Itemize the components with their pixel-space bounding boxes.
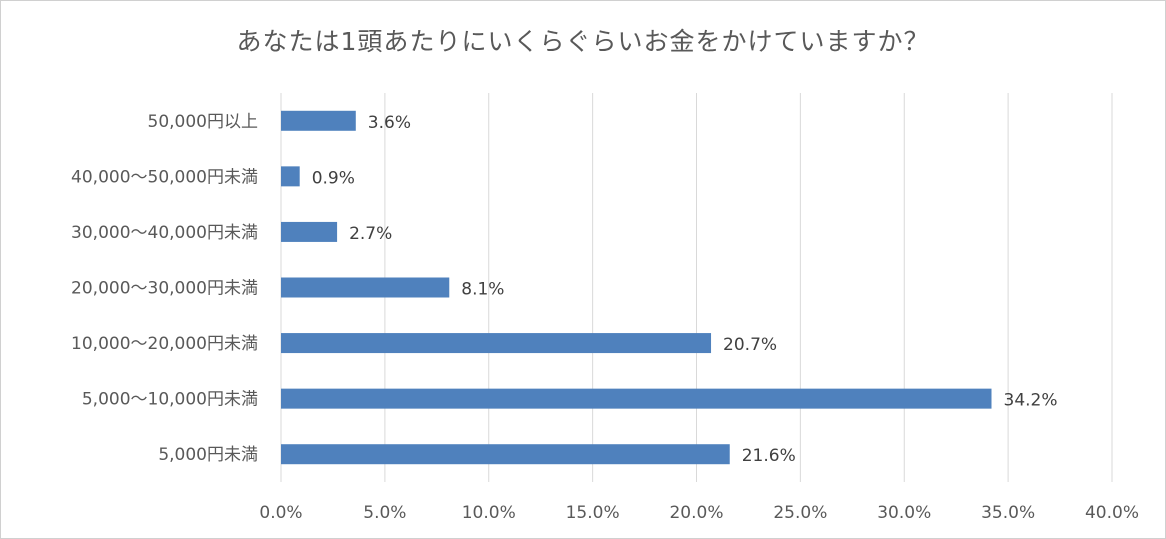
chart-title: あなたは1頭あたりにいくらぐらいお金をかけていますか？ xyxy=(236,27,930,56)
category-label: 30,000〜40,000円未満 xyxy=(71,223,258,243)
x-tick-label: 30.0% xyxy=(877,503,931,523)
category-label: 10,000〜20,000円未満 xyxy=(71,334,258,354)
bar xyxy=(281,277,450,298)
bar xyxy=(281,333,712,354)
data-label: 20.7% xyxy=(723,335,777,355)
x-tick-label: 5.0% xyxy=(363,503,406,523)
bar xyxy=(281,444,730,465)
category-label: 50,000円以上 xyxy=(148,112,258,132)
labels: 0.0% 5.0% 10.0% 15.0% 20.0% 25.0% 30.0% 35.0% 40… xyxy=(71,112,1139,523)
bars xyxy=(281,110,992,465)
x-tick-label: 15.0% xyxy=(566,503,620,523)
category-label: 40,000〜50,000円未満 xyxy=(71,167,258,187)
data-label: 8.1% xyxy=(461,280,504,300)
category-label: 5,000円未満 xyxy=(158,445,258,465)
data-label: 2.7% xyxy=(349,224,392,244)
category-label: 5,000〜10,000円未満 xyxy=(82,390,258,410)
grid-lines xyxy=(280,93,1113,482)
data-label: 0.9% xyxy=(312,168,355,188)
x-tick-label: 10.0% xyxy=(462,503,516,523)
data-label: 3.6% xyxy=(368,113,411,133)
x-tick-label: 35.0% xyxy=(981,503,1035,523)
bar xyxy=(281,110,356,131)
x-tick-label: 25.0% xyxy=(773,503,827,523)
x-tick-label: 40.0% xyxy=(1085,503,1139,523)
data-label: 34.2% xyxy=(1004,391,1058,411)
bar xyxy=(281,166,300,187)
x-tick-label: 0.0% xyxy=(259,503,302,523)
category-label: 20,000〜30,000円未満 xyxy=(71,279,258,299)
bar xyxy=(281,221,338,242)
data-label: 21.6% xyxy=(742,446,796,466)
bar xyxy=(281,388,992,409)
x-tick-label: 20.0% xyxy=(669,503,723,523)
